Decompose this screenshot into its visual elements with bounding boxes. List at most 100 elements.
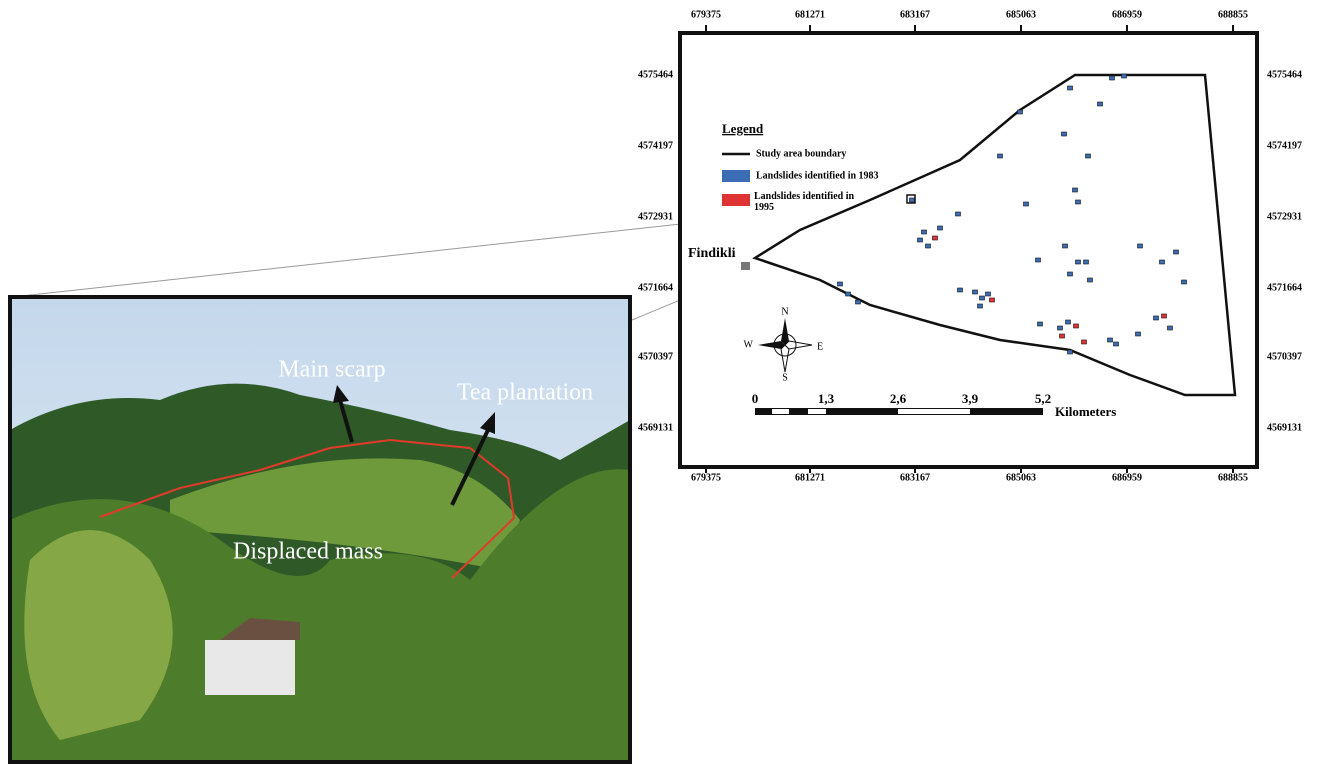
landslide [1076,260,1081,264]
photo: Main scarp Tea plantation Displaced mass [10,297,630,762]
legend-title: Legend [722,121,764,136]
landslide [910,198,915,202]
landslide [986,292,991,296]
landslide [1110,76,1115,80]
x-coord-label: 681271 [795,472,825,483]
compass-label: S [782,372,788,383]
landslide [1063,244,1068,248]
page: Main scarp Tea plantation Displaced mass… [0,0,1320,764]
landslide [1068,350,1073,354]
y-coord-label: 4572931 [638,211,673,222]
scale-unit: Kilometers [1055,404,1116,419]
scale-label: 3,9 [962,391,979,406]
scale-label: 2,6 [890,391,907,406]
landslide [1098,102,1103,106]
landslide [1174,250,1179,254]
landslide [1122,74,1127,78]
landslide [973,290,978,294]
landslide [1076,200,1081,204]
place-label: Findikli [688,246,736,261]
landslide [990,298,995,302]
landslide [838,282,843,286]
landslide [1018,110,1023,114]
y-coord-label: 4569131 [1267,422,1302,433]
landslide [922,230,927,234]
scale-bar-segment [772,409,789,414]
figure: Main scarp Tea plantation Displaced mass… [0,0,1320,764]
landslide [978,304,983,308]
landslide [958,288,963,292]
landslide [1068,272,1073,276]
y-coord-label: 4575464 [638,69,673,80]
landslide [1088,278,1093,282]
compass-label: N [781,306,788,317]
landslide [856,300,861,304]
landslide [998,154,1003,158]
landslide [1154,316,1159,320]
landslide [1038,322,1043,326]
photo-label: Main scarp [278,357,385,383]
landslide [1036,258,1041,262]
landslide [1136,332,1141,336]
y-coord-label: 4572931 [1267,211,1302,222]
legend-label: Landslides identified in 1995 [754,191,864,213]
legend-label: Study area boundary [756,148,846,159]
landslide [926,244,931,248]
x-coord-label: 679375 [691,472,721,483]
x-coord-label: 685063 [1006,9,1036,20]
landslide [1162,314,1167,318]
landslide [1058,326,1063,330]
x-coord-label: 683167 [900,472,930,483]
landslide [1168,326,1173,330]
landslide [1062,132,1067,136]
landslide [1074,324,1079,328]
landslide [1114,342,1119,346]
landslide [1073,188,1078,192]
town-marker [741,262,750,270]
scale-bar-segment [808,409,826,414]
landslide [980,296,985,300]
x-coord-label: 683167 [900,9,930,20]
legend-label: Landslides identified in 1983 [756,170,879,181]
landslide [956,212,961,216]
landslide [1108,338,1113,342]
y-coord-label: 4574197 [1267,140,1302,151]
landslide [1160,260,1165,264]
photo-label: Displaced mass [233,539,383,565]
landslide [1086,154,1091,158]
landslide [846,292,851,296]
y-coord-label: 4575464 [1267,69,1302,80]
scale-label: 5,2 [1035,391,1051,406]
photo-label: Tea plantation [457,380,593,406]
legend-swatch [722,170,750,182]
house [205,640,295,695]
x-coord-label: 679375 [691,9,721,20]
x-coord-label: 685063 [1006,472,1036,483]
y-coord-label: 4569131 [638,422,673,433]
landslide [1066,320,1071,324]
x-coord-label: 688855 [1218,9,1248,20]
scale-bar-segment [898,409,970,414]
landslide [1182,280,1187,284]
map: Findikli Legend Study area boundary Land… [638,9,1302,483]
landslide [1082,340,1087,344]
y-coord-label: 4571664 [638,282,673,293]
scale-label: 0 [752,391,759,406]
legend-label-wrap: Landslides identified in 1995 [754,191,864,221]
compass-label: W [744,339,754,350]
x-coord-label: 688855 [1218,472,1248,483]
landslide [1060,334,1065,338]
landslide [938,226,943,230]
y-coord-label: 4574197 [638,140,673,151]
landslide [1138,244,1143,248]
compass-label: E [817,341,823,352]
x-coord-label: 686959 [1112,472,1142,483]
landslide [1068,86,1073,90]
landslide [1024,202,1029,206]
landslide [1084,260,1089,264]
x-coord-label: 686959 [1112,9,1142,20]
y-coord-label: 4571664 [1267,282,1302,293]
landslide [933,236,938,240]
y-coord-label: 4570397 [1267,351,1302,362]
landslide [918,238,923,242]
